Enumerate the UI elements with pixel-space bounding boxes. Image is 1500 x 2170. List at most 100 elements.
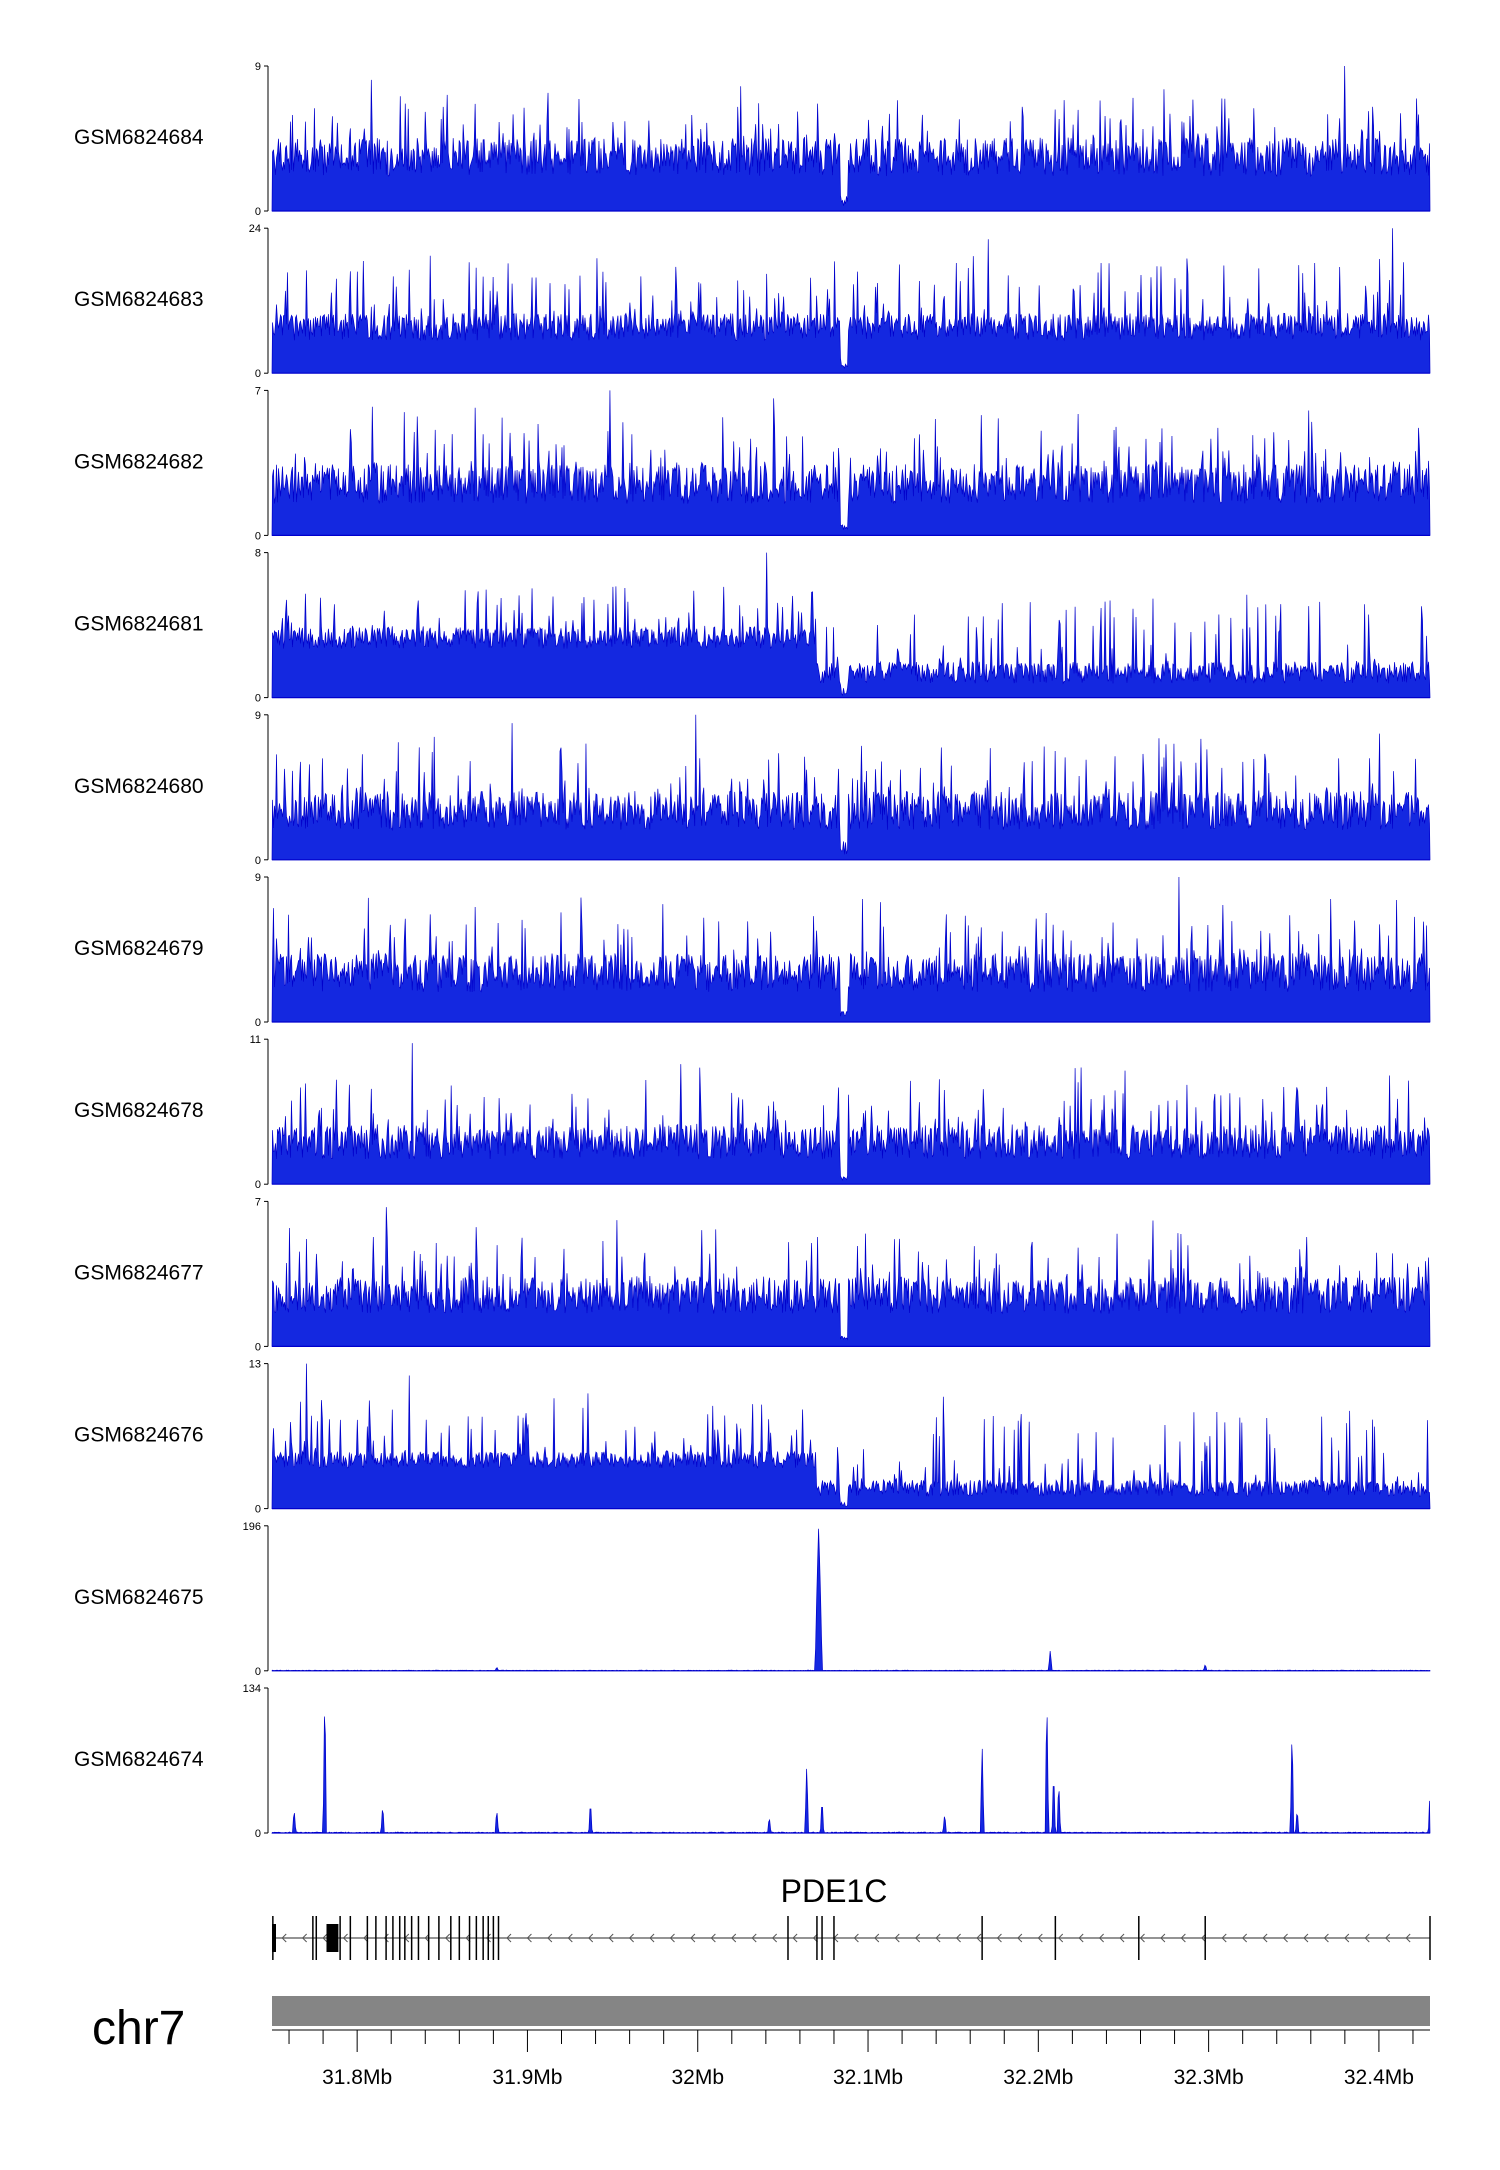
strand-arrow bbox=[1262, 1933, 1268, 1943]
strand-arrow bbox=[669, 1933, 675, 1943]
strand-arrow bbox=[1017, 1933, 1023, 1943]
x-tick-label: 32.4Mb bbox=[1344, 2066, 1414, 2089]
signal-area bbox=[271, 552, 1431, 698]
strand-arrow bbox=[1282, 1933, 1288, 1943]
track-label: GSM6824684 bbox=[74, 126, 204, 149]
signal-area bbox=[271, 1207, 1431, 1347]
strand-arrow bbox=[608, 1933, 614, 1943]
strand-arrow bbox=[690, 1933, 696, 1943]
y-tick-label-max: 11 bbox=[250, 1034, 261, 1046]
y-tick-label-max: 13 bbox=[249, 1359, 261, 1371]
signal-area bbox=[271, 714, 1431, 861]
y-tick-label-min: 0 bbox=[255, 1666, 261, 1678]
strand-arrow bbox=[649, 1933, 655, 1943]
strand-arrow bbox=[976, 1933, 982, 1943]
strand-arrow bbox=[1344, 1933, 1350, 1943]
strand-arrow bbox=[731, 1933, 737, 1943]
strand-arrow bbox=[628, 1933, 634, 1943]
signal-area bbox=[271, 228, 1431, 374]
strand-arrow bbox=[301, 1933, 308, 1943]
strand-arrow bbox=[894, 1933, 900, 1943]
strand-arrow bbox=[281, 1933, 287, 1943]
x-tick-label: 31.9Mb bbox=[492, 2066, 562, 2089]
signal-area bbox=[271, 1528, 1431, 1672]
y-tick-label-max: 8 bbox=[255, 548, 261, 560]
x-tick-label: 31.8Mb bbox=[322, 2066, 392, 2089]
strand-arrow bbox=[1139, 1933, 1145, 1943]
gene-name-label: PDE1C bbox=[781, 1873, 888, 1909]
strand-arrow bbox=[1180, 1933, 1186, 1943]
track-label: GSM6824682 bbox=[74, 450, 204, 473]
strand-arrow bbox=[935, 1933, 941, 1943]
track-label: GSM6824680 bbox=[74, 775, 204, 798]
y-tick-label-min: 0 bbox=[255, 1828, 261, 1840]
y-tick-label-min: 0 bbox=[255, 855, 261, 867]
y-tick-label-min: 0 bbox=[255, 368, 261, 380]
strand-arrow bbox=[1241, 1933, 1248, 1943]
gene-exon-block bbox=[272, 1924, 276, 1952]
y-tick-label-max: 9 bbox=[255, 710, 261, 722]
y-tick-label-min: 0 bbox=[255, 1179, 261, 1191]
gene-exon-block bbox=[326, 1924, 339, 1952]
strand-arrow bbox=[1160, 1933, 1166, 1943]
y-tick-label-max: 134 bbox=[243, 1683, 261, 1695]
strand-arrow bbox=[1303, 1933, 1309, 1943]
strand-arrow bbox=[383, 1933, 389, 1943]
track-label: GSM6824675 bbox=[74, 1586, 204, 1609]
signal-area bbox=[271, 65, 1431, 212]
strand-arrow bbox=[1098, 1933, 1104, 1943]
y-tick-label-min: 0 bbox=[255, 1341, 261, 1353]
strand-arrow bbox=[1385, 1933, 1391, 1943]
strand-arrow bbox=[567, 1933, 573, 1943]
signal-area bbox=[271, 876, 1431, 1023]
strand-arrow bbox=[1058, 1933, 1064, 1943]
track-label: GSM6824677 bbox=[74, 1261, 204, 1284]
y-tick-label-max: 9 bbox=[255, 61, 261, 73]
track-label: GSM6824681 bbox=[74, 613, 204, 636]
signal-area bbox=[271, 1043, 1431, 1185]
strand-arrow bbox=[547, 1933, 553, 1943]
strand-arrow bbox=[342, 1933, 348, 1943]
y-tick-label-min: 0 bbox=[255, 206, 261, 218]
strand-arrow bbox=[792, 1933, 798, 1943]
strand-arrow bbox=[751, 1933, 757, 1943]
track-label: GSM6824674 bbox=[74, 1748, 204, 1771]
strand-arrow bbox=[996, 1933, 1002, 1943]
y-tick-label-min: 0 bbox=[255, 1504, 261, 1516]
x-tick-label: 32.1Mb bbox=[833, 2066, 903, 2089]
strand-arrow bbox=[1323, 1933, 1329, 1943]
y-tick-label-max: 9 bbox=[255, 872, 261, 884]
strand-arrow bbox=[322, 1933, 328, 1943]
y-tick-label-max: 7 bbox=[255, 1196, 261, 1208]
strand-arrow bbox=[955, 1933, 961, 1943]
strand-arrow bbox=[853, 1933, 859, 1943]
strand-arrow bbox=[710, 1933, 716, 1943]
x-tick-label: 32Mb bbox=[671, 2066, 724, 2089]
chromosome-ideogram bbox=[272, 1996, 1430, 2026]
y-tick-label-max: 196 bbox=[243, 1521, 261, 1533]
track-label: GSM6824678 bbox=[74, 1099, 204, 1122]
y-tick-label-min: 0 bbox=[255, 693, 261, 705]
strand-arrow bbox=[444, 1933, 451, 1943]
strand-arrow bbox=[485, 1933, 491, 1943]
y-tick-label-max: 24 bbox=[249, 223, 261, 235]
strand-arrow bbox=[771, 1933, 778, 1943]
y-tick-label-min: 0 bbox=[255, 530, 261, 542]
track-label: GSM6824676 bbox=[74, 1424, 204, 1447]
strand-arrow bbox=[1364, 1933, 1370, 1943]
strand-arrow bbox=[506, 1933, 512, 1943]
x-tick-label: 32.2Mb bbox=[1003, 2066, 1073, 2089]
signal-area bbox=[271, 390, 1431, 536]
track-label: GSM6824679 bbox=[74, 937, 204, 960]
strand-arrow bbox=[1037, 1933, 1043, 1943]
strand-arrow bbox=[1078, 1933, 1084, 1943]
y-tick-label-min: 0 bbox=[255, 1017, 261, 1029]
chromosome-label: chr7 bbox=[92, 2002, 185, 2055]
strand-arrow bbox=[874, 1933, 880, 1943]
strand-arrow bbox=[588, 1933, 594, 1943]
signal-area bbox=[271, 1716, 1431, 1834]
x-tick-label: 32.3Mb bbox=[1174, 2066, 1244, 2089]
signal-area bbox=[271, 1363, 1431, 1509]
track-label: GSM6824683 bbox=[74, 288, 204, 311]
